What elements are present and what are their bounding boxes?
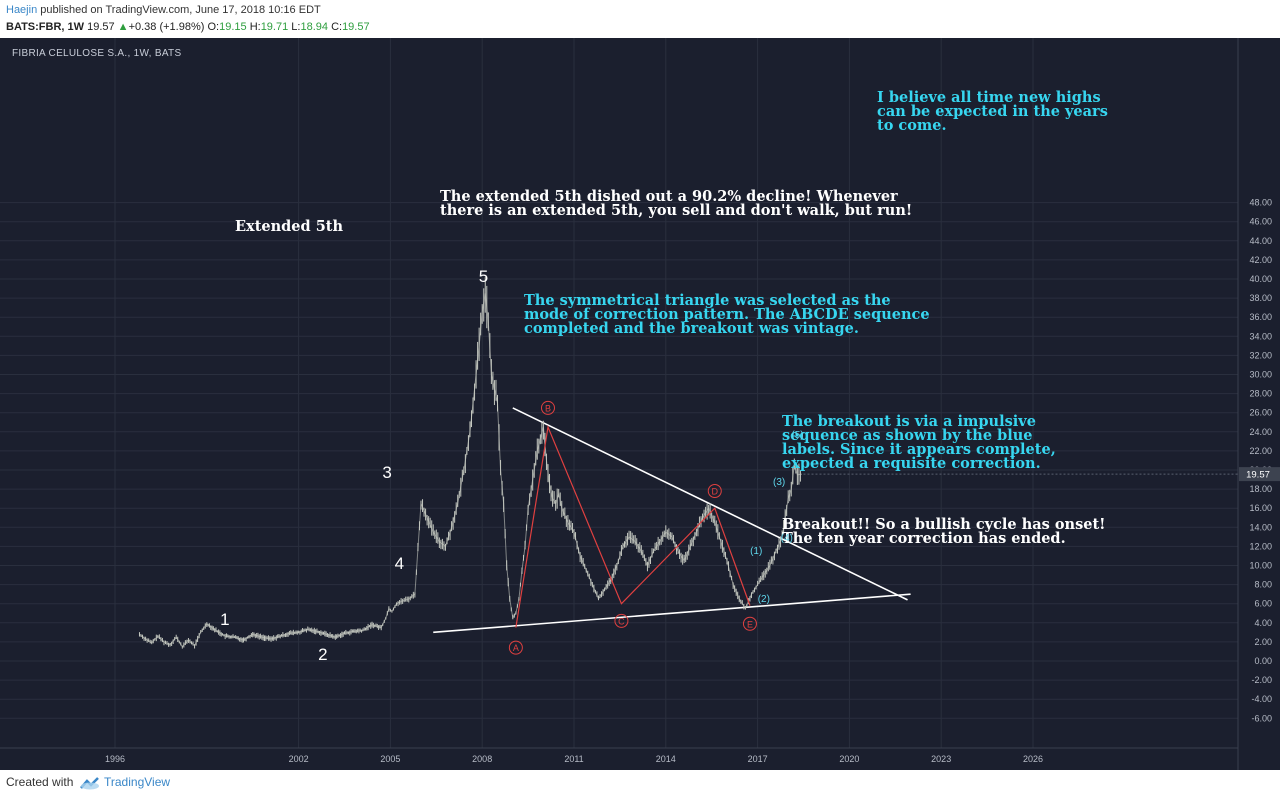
y-tick-label: 12.00: [1249, 541, 1272, 551]
publish-info: Haejin published on TradingView.com, Jun…: [6, 4, 321, 16]
y-tick-label: 6.00: [1254, 599, 1272, 609]
y-tick-label: 32.00: [1249, 350, 1272, 360]
up-arrow-icon: ▲: [117, 21, 129, 33]
abcde-circle-A: [508, 640, 523, 655]
annotation-triangle: The symmetrical triangle was selected as…: [524, 292, 930, 337]
y-tick-label: -6.00: [1251, 713, 1272, 723]
y-tick-label: 46.00: [1249, 217, 1272, 227]
y-tick-label: 4.00: [1254, 618, 1272, 628]
published-text: published on TradingView.com, June 17, 2…: [37, 4, 321, 16]
abcde-label-A: A: [513, 643, 519, 653]
author-link[interactable]: Haejin: [6, 4, 38, 16]
y-tick-label: 44.00: [1249, 236, 1272, 246]
chart-title: FIBRIA CELULOSE S.A., 1W, BATS: [12, 48, 182, 59]
low-label: L:: [291, 21, 301, 33]
y-tick-label: 0.00: [1254, 656, 1272, 666]
abcde-circle-D: [707, 484, 722, 499]
abcde-label-E: E: [747, 619, 753, 629]
abcde-circle-C: [614, 613, 629, 628]
created-with-text: Created with: [6, 775, 74, 789]
y-tick-label: 48.00: [1249, 198, 1272, 208]
y-tick-label: 14.00: [1249, 522, 1272, 532]
close-label: C:: [331, 21, 343, 33]
y-tick-label: -4.00: [1251, 694, 1272, 704]
subwave-label-3: (3): [773, 477, 786, 489]
y-tick-label: 18.00: [1249, 484, 1272, 494]
price-chart[interactable]: 48.00 46.00 44.00 42.00 40.00 38.00 36.00 34.00…: [0, 38, 1280, 770]
open-label: O:: [207, 21, 220, 33]
annotation-decline: The extended 5th dished out a 90.2% decl…: [440, 188, 913, 219]
wave-label-1: 1: [220, 609, 230, 629]
symbol-label: BATS:FBR, 1W: [6, 21, 85, 33]
y-tick-label: 22.00: [1249, 446, 1272, 456]
x-tick-label: 2026: [1023, 754, 1043, 764]
y-tick-label: 34.00: [1249, 331, 1272, 341]
abcde-label-D: D: [712, 487, 719, 497]
publish-header: Haejin published on TradingView.com, Jun…: [0, 0, 1280, 38]
footer: Created with TradingView: [0, 770, 1280, 797]
x-tick-label: 2023: [931, 754, 951, 764]
last-price: 19.57: [87, 21, 115, 33]
abcde-correction-path: [515, 424, 751, 628]
annotation-new-highs: I believe all time new highs can be expe…: [877, 89, 1108, 134]
abcde-label-C: C: [618, 616, 625, 626]
ohlc-legend: BATS:FBR, 1W 19.57 ▲+0.38 (+1.98%) O:19.…: [6, 21, 370, 33]
y-tick-label: 10.00: [1249, 561, 1272, 571]
close-value: 19.57: [342, 21, 370, 33]
high-value: 19.71: [260, 21, 289, 33]
y-tick-label: 26.00: [1249, 408, 1272, 418]
x-tick-label: 2017: [748, 754, 768, 764]
abcde-circle-B: [540, 400, 555, 415]
low-value: 18.94: [300, 21, 328, 33]
x-tick-label: 2020: [839, 754, 859, 764]
x-tick-label: 2005: [380, 754, 400, 764]
x-tick-label: 2008: [472, 754, 492, 764]
wave-label-5: 5: [478, 267, 489, 287]
x-tick-label: 2011: [564, 754, 583, 764]
open-value: 19.15: [219, 21, 247, 33]
subwave-label-4: (4): [780, 532, 793, 544]
price-change: +0.38 (+1.98%): [128, 21, 205, 33]
annotation-breakout: Breakout!! So a bullish cycle has onset!…: [782, 516, 1106, 547]
y-tick-label: 8.00: [1254, 580, 1272, 590]
y-tick-label: 36.00: [1249, 312, 1272, 322]
annotation-extended-5th: Extended 5th: [235, 218, 344, 235]
wave-label-3: 3: [382, 462, 392, 482]
subwave-label-5: (5): [791, 429, 804, 441]
triangle-lower-trendline: [433, 593, 911, 634]
tradingview-logo-icon: [80, 777, 99, 790]
y-tick-label: 38.00: [1249, 293, 1272, 303]
wave-label-4: 4: [394, 553, 405, 573]
chart-canvas[interactable]: 48.0046.0044.0042.0040.0038.0036.0034.00…: [0, 38, 1280, 770]
y-tick-label: 24.00: [1249, 427, 1272, 437]
y-tick-label: -2.00: [1251, 675, 1272, 685]
wave-label-2: 2: [318, 645, 328, 665]
tradingview-brand-link[interactable]: TradingView: [104, 775, 171, 789]
y-tick-label: 28.00: [1249, 389, 1272, 399]
price-tag-label: 19.57: [1246, 470, 1270, 481]
x-tick-label: 2002: [289, 754, 309, 764]
high-label: H:: [249, 21, 261, 33]
subwave-label-1: (1): [750, 546, 763, 558]
y-tick-label: 42.00: [1249, 255, 1272, 265]
annotation-impulse: The breakout is via a impulsive sequence…: [782, 413, 1056, 472]
abcde-label-B: B: [545, 403, 551, 413]
x-tick-label: 2014: [656, 754, 676, 764]
price-series-line: [139, 293, 803, 648]
y-tick-label: 30.00: [1249, 370, 1272, 380]
x-tick-label: 1996: [105, 754, 125, 764]
plot-background: [0, 38, 1280, 770]
price-tag-box: [1239, 467, 1280, 482]
abcde-circle-E: [742, 616, 757, 631]
y-tick-label: 2.00: [1254, 637, 1272, 647]
y-tick-label: 16.00: [1249, 503, 1272, 513]
y-tick-label: 40.00: [1249, 274, 1272, 284]
subwave-label-2: (2): [757, 593, 770, 605]
